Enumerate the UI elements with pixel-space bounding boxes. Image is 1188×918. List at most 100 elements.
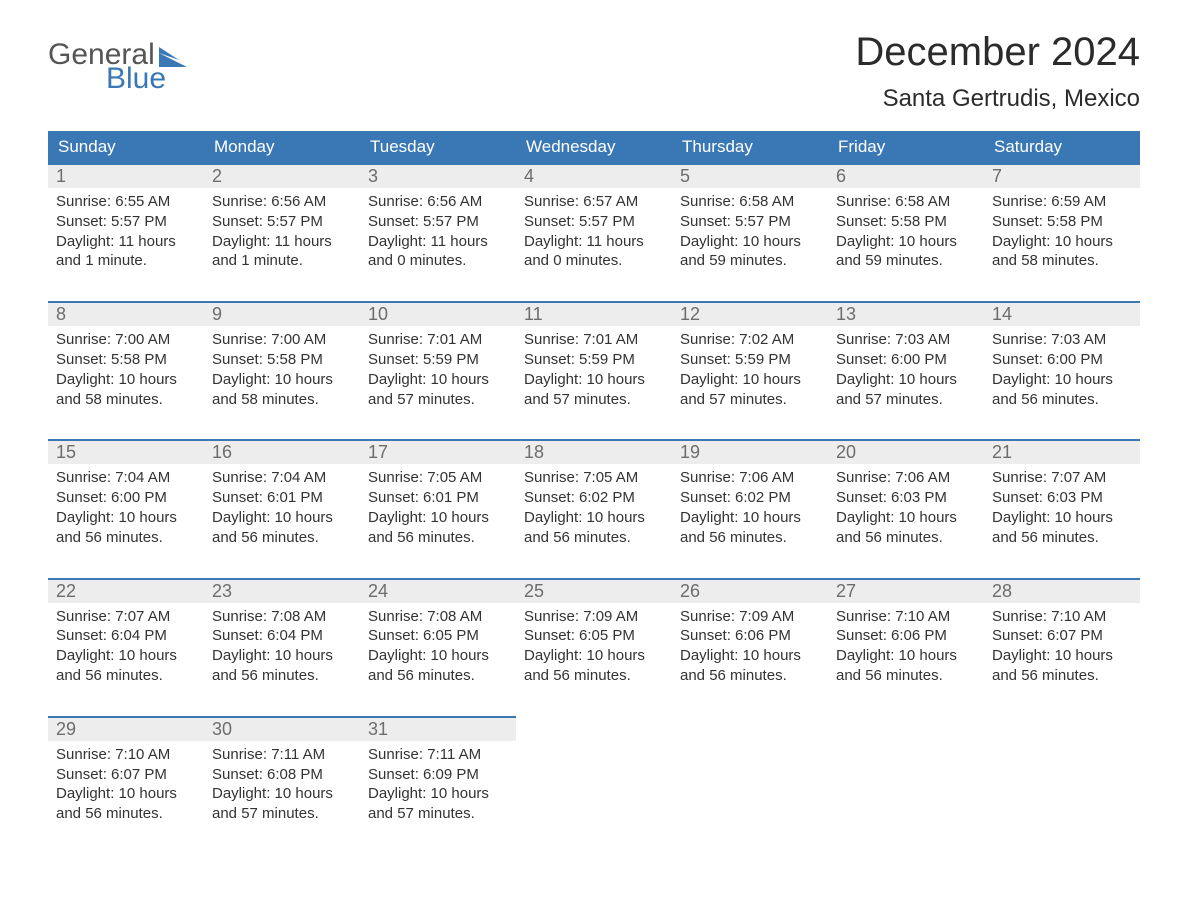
day-cell: Sunrise: 7:07 AM Sunset: 6:03 PM Dayligh… (984, 464, 1140, 561)
day-number: 1 (48, 163, 204, 188)
day-number: 26 (672, 578, 828, 603)
month-title: December 2024 (855, 30, 1140, 75)
weeks-container: 1234567Sunrise: 6:55 AM Sunset: 5:57 PM … (48, 163, 1140, 838)
day-cell: Sunrise: 7:11 AM Sunset: 6:08 PM Dayligh… (204, 741, 360, 838)
day-cell: Sunrise: 7:08 AM Sunset: 6:04 PM Dayligh… (204, 603, 360, 700)
header: General Blue December 2024 Santa Gertrud… (48, 30, 1140, 113)
day-details: Sunrise: 7:07 AM Sunset: 6:03 PM Dayligh… (992, 468, 1132, 547)
day-details: Sunrise: 7:03 AM Sunset: 6:00 PM Dayligh… (836, 330, 976, 409)
day-cell: Sunrise: 7:10 AM Sunset: 6:06 PM Dayligh… (828, 603, 984, 700)
day-cell: Sunrise: 7:04 AM Sunset: 6:00 PM Dayligh… (48, 464, 204, 561)
day-number: 27 (828, 578, 984, 603)
day-cell: Sunrise: 6:55 AM Sunset: 5:57 PM Dayligh… (48, 188, 204, 285)
day-cell: Sunrise: 7:07 AM Sunset: 6:04 PM Dayligh… (48, 603, 204, 700)
day-number: 25 (516, 578, 672, 603)
day-number: 2 (204, 163, 360, 188)
day-header-fri: Friday (828, 131, 984, 163)
day-cell: Sunrise: 6:57 AM Sunset: 5:57 PM Dayligh… (516, 188, 672, 285)
week-body-row: Sunrise: 7:07 AM Sunset: 6:04 PM Dayligh… (48, 603, 1140, 700)
title-block: December 2024 Santa Gertrudis, Mexico (855, 30, 1140, 113)
day-details: Sunrise: 7:07 AM Sunset: 6:04 PM Dayligh… (56, 607, 196, 686)
day-cell: Sunrise: 7:06 AM Sunset: 6:02 PM Dayligh… (672, 464, 828, 561)
day-details: Sunrise: 7:00 AM Sunset: 5:58 PM Dayligh… (212, 330, 352, 409)
day-cell: Sunrise: 7:03 AM Sunset: 6:00 PM Dayligh… (828, 326, 984, 423)
day-details: Sunrise: 7:11 AM Sunset: 6:08 PM Dayligh… (212, 745, 352, 824)
day-details: Sunrise: 7:09 AM Sunset: 6:05 PM Dayligh… (524, 607, 664, 686)
day-cell: Sunrise: 6:59 AM Sunset: 5:58 PM Dayligh… (984, 188, 1140, 285)
day-cell: Sunrise: 7:06 AM Sunset: 6:03 PM Dayligh… (828, 464, 984, 561)
week-daynum-row: 22232425262728 (48, 578, 1140, 603)
calendar-grid: Sunday Monday Tuesday Wednesday Thursday… (48, 131, 1140, 163)
day-number: 29 (48, 716, 204, 741)
day-number: 5 (672, 163, 828, 188)
day-number: 11 (516, 301, 672, 326)
day-number: 24 (360, 578, 516, 603)
day-details: Sunrise: 6:56 AM Sunset: 5:57 PM Dayligh… (212, 192, 352, 271)
day-number: 21 (984, 439, 1140, 464)
day-details: Sunrise: 6:57 AM Sunset: 5:57 PM Dayligh… (524, 192, 664, 271)
day-details: Sunrise: 6:55 AM Sunset: 5:57 PM Dayligh… (56, 192, 196, 271)
day-number: 7 (984, 163, 1140, 188)
day-details: Sunrise: 6:56 AM Sunset: 5:57 PM Dayligh… (368, 192, 508, 271)
day-number: 17 (360, 439, 516, 464)
week-body-row: Sunrise: 7:00 AM Sunset: 5:58 PM Dayligh… (48, 326, 1140, 423)
day-details: Sunrise: 7:10 AM Sunset: 6:07 PM Dayligh… (56, 745, 196, 824)
week-daynum-row: 891011121314 (48, 301, 1140, 326)
day-cell: Sunrise: 6:58 AM Sunset: 5:58 PM Dayligh… (828, 188, 984, 285)
day-cell: Sunrise: 7:05 AM Sunset: 6:01 PM Dayligh… (360, 464, 516, 561)
day-number: 31 (360, 716, 516, 741)
day-number: 8 (48, 301, 204, 326)
day-cell: Sunrise: 7:08 AM Sunset: 6:05 PM Dayligh… (360, 603, 516, 700)
day-number: 23 (204, 578, 360, 603)
day-details: Sunrise: 6:58 AM Sunset: 5:58 PM Dayligh… (836, 192, 976, 271)
day-cell: Sunrise: 7:01 AM Sunset: 5:59 PM Dayligh… (360, 326, 516, 423)
day-details: Sunrise: 7:04 AM Sunset: 6:00 PM Dayligh… (56, 468, 196, 547)
day-number: 10 (360, 301, 516, 326)
logo-word2: Blue (106, 64, 189, 94)
day-details: Sunrise: 7:08 AM Sunset: 6:04 PM Dayligh… (212, 607, 352, 686)
day-number: 15 (48, 439, 204, 464)
day-details: Sunrise: 7:04 AM Sunset: 6:01 PM Dayligh… (212, 468, 352, 547)
day-header-sat: Saturday (984, 131, 1140, 163)
day-cell: Sunrise: 6:56 AM Sunset: 5:57 PM Dayligh… (360, 188, 516, 285)
day-header-tue: Tuesday (360, 131, 516, 163)
day-details: Sunrise: 7:01 AM Sunset: 5:59 PM Dayligh… (368, 330, 508, 409)
day-cell: Sunrise: 7:01 AM Sunset: 5:59 PM Dayligh… (516, 326, 672, 423)
day-header-thu: Thursday (672, 131, 828, 163)
day-cell: Sunrise: 7:10 AM Sunset: 6:07 PM Dayligh… (48, 741, 204, 838)
day-cell: Sunrise: 7:11 AM Sunset: 6:09 PM Dayligh… (360, 741, 516, 838)
day-number: 18 (516, 439, 672, 464)
week-daynum-row: 293031 (48, 716, 1140, 741)
day-cell: Sunrise: 7:02 AM Sunset: 5:59 PM Dayligh… (672, 326, 828, 423)
day-cell: Sunrise: 7:04 AM Sunset: 6:01 PM Dayligh… (204, 464, 360, 561)
day-cell: Sunrise: 6:56 AM Sunset: 5:57 PM Dayligh… (204, 188, 360, 285)
week-daynum-row: 1234567 (48, 163, 1140, 188)
day-number: 4 (516, 163, 672, 188)
day-cell: Sunrise: 7:05 AM Sunset: 6:02 PM Dayligh… (516, 464, 672, 561)
day-details: Sunrise: 7:10 AM Sunset: 6:06 PM Dayligh… (836, 607, 976, 686)
day-cell: Sunrise: 6:58 AM Sunset: 5:57 PM Dayligh… (672, 188, 828, 285)
day-details: Sunrise: 7:05 AM Sunset: 6:02 PM Dayligh… (524, 468, 664, 547)
week-daynum-row: 15161718192021 (48, 439, 1140, 464)
day-cell: Sunrise: 7:00 AM Sunset: 5:58 PM Dayligh… (48, 326, 204, 423)
day-details: Sunrise: 7:02 AM Sunset: 5:59 PM Dayligh… (680, 330, 820, 409)
day-number: 20 (828, 439, 984, 464)
day-cell: Sunrise: 7:10 AM Sunset: 6:07 PM Dayligh… (984, 603, 1140, 700)
day-details: Sunrise: 6:59 AM Sunset: 5:58 PM Dayligh… (992, 192, 1132, 271)
day-cell: Sunrise: 7:09 AM Sunset: 6:06 PM Dayligh… (672, 603, 828, 700)
day-header-mon: Monday (204, 131, 360, 163)
day-details: Sunrise: 7:06 AM Sunset: 6:03 PM Dayligh… (836, 468, 976, 547)
day-number: 13 (828, 301, 984, 326)
week-body-row: Sunrise: 7:04 AM Sunset: 6:00 PM Dayligh… (48, 464, 1140, 561)
day-details: Sunrise: 7:00 AM Sunset: 5:58 PM Dayligh… (56, 330, 196, 409)
week-body-row: Sunrise: 7:10 AM Sunset: 6:07 PM Dayligh… (48, 741, 1140, 838)
day-details: Sunrise: 7:08 AM Sunset: 6:05 PM Dayligh… (368, 607, 508, 686)
day-number: 12 (672, 301, 828, 326)
day-details: Sunrise: 7:10 AM Sunset: 6:07 PM Dayligh… (992, 607, 1132, 686)
day-details: Sunrise: 7:06 AM Sunset: 6:02 PM Dayligh… (680, 468, 820, 547)
day-number: 28 (984, 578, 1140, 603)
day-details: Sunrise: 7:03 AM Sunset: 6:00 PM Dayligh… (992, 330, 1132, 409)
day-details: Sunrise: 7:05 AM Sunset: 6:01 PM Dayligh… (368, 468, 508, 547)
day-number: 6 (828, 163, 984, 188)
day-number: 30 (204, 716, 360, 741)
